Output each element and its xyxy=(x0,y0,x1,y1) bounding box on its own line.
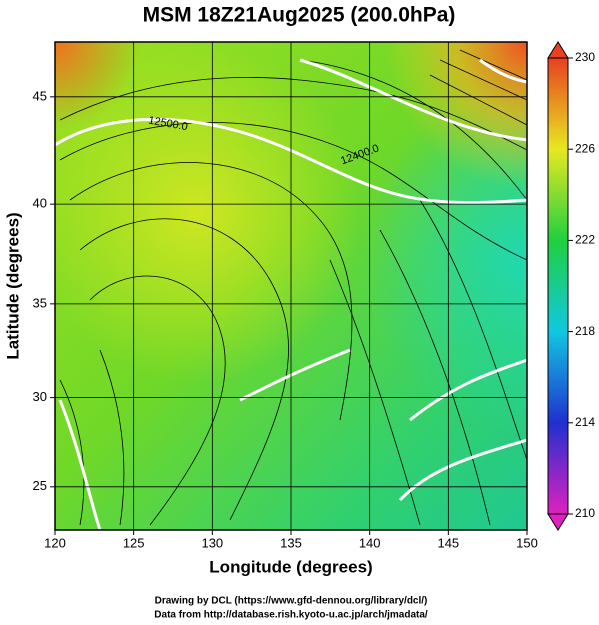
colorbar-extend xyxy=(547,513,569,531)
colorbar-tick-label: 214 xyxy=(575,415,595,429)
colorbar-tick-label: 210 xyxy=(575,506,595,520)
x-tick-label: 145 xyxy=(437,535,459,550)
x-tick-label: 135 xyxy=(280,535,302,550)
title: MSM 18Z21Aug2025 (200.0hPa) xyxy=(143,4,456,27)
y-tick-label: 30 xyxy=(33,389,47,404)
x-tick-label: 150 xyxy=(516,535,538,550)
colorbar-tick-label: 230 xyxy=(575,50,595,64)
colorbar-tick-label: 222 xyxy=(575,233,595,247)
colorbar-tick-label: 218 xyxy=(575,324,595,338)
y-tick-label: 25 xyxy=(33,478,47,493)
colorbar-tick-label: 226 xyxy=(575,141,595,155)
colorbar-extend xyxy=(547,41,569,59)
x-tick-label: 140 xyxy=(359,535,381,550)
x-tick-label: 120 xyxy=(44,535,66,550)
x-tick-label: 130 xyxy=(201,535,223,550)
x-tick-label: 125 xyxy=(123,535,145,550)
y-tick-label: 40 xyxy=(33,196,47,211)
x-axis-label: Longitude (degrees) xyxy=(209,557,372,576)
streamlines xyxy=(59,49,527,526)
footer-line: Data from http://database.rish.kyoto-u.a… xyxy=(154,610,428,621)
footer-line: Drawing by DCL (https://www.gfd-dennou.o… xyxy=(155,596,428,607)
plot-frame xyxy=(54,41,528,531)
y-axis-label: Latitude (degrees) xyxy=(3,212,22,359)
y-tick-label: 45 xyxy=(33,88,47,103)
y-tick-label: 35 xyxy=(33,295,47,310)
colorbar xyxy=(547,57,569,515)
